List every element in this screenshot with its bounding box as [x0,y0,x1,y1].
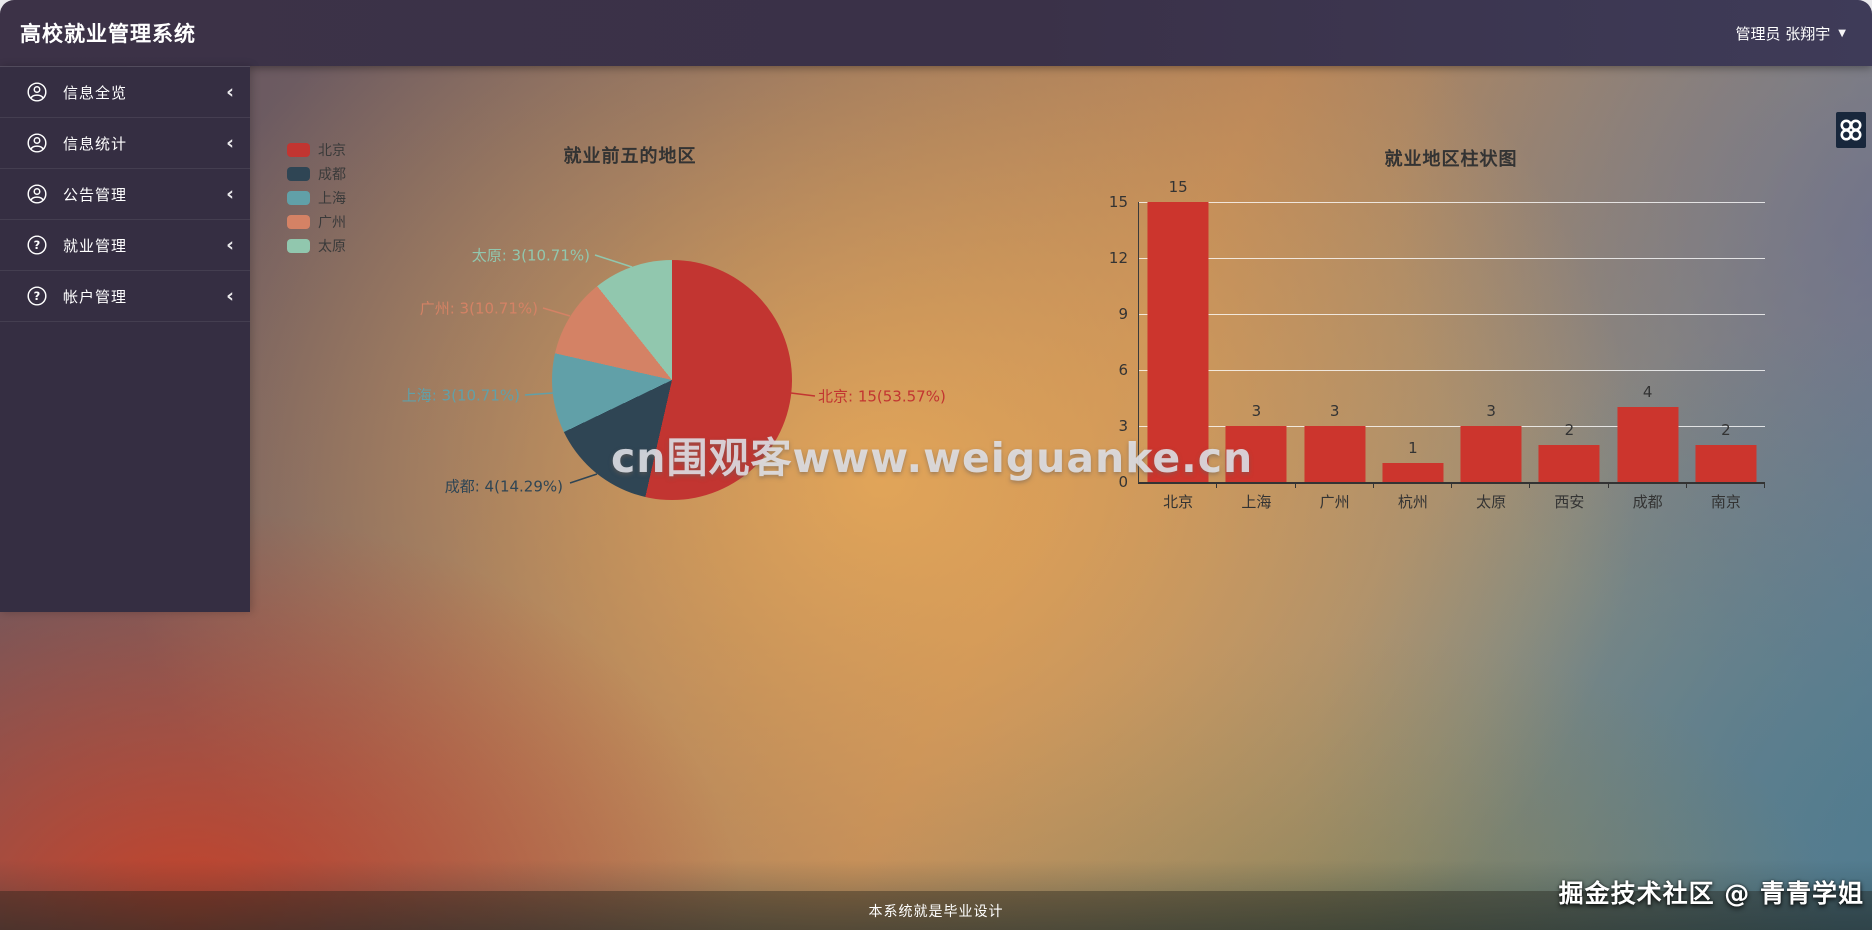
legend-label: 广州 [318,215,346,231]
bar: 4 [1617,383,1679,482]
sidebar-item-announcements[interactable]: 公告管理 ‹ [0,169,250,220]
bar-value-label: 3 [1251,402,1262,420]
pie-legend: 北京 成都 上海 广州 太原 [287,138,346,258]
y-axis-tick: 6 [1118,361,1128,379]
bar-value-label: 1 [1408,439,1418,458]
bar-chart-title: 就业地区柱状图 [1384,149,1518,170]
footer-bar: 本系统就是毕业设计 [0,891,1872,930]
svg-text:?: ? [34,238,41,252]
pie-label-beijing: 北京: 15(53.57%) [818,387,946,406]
legend-label: 太原 [318,239,346,255]
x-axis-category: 广州 [1319,493,1350,511]
bar-value-label: 3 [1486,402,1496,420]
x-axis-category: 南京 [1710,493,1741,511]
sidebar-item-label: 帐户管理 [63,287,128,306]
sidebar-item-label: 公告管理 [63,185,128,204]
x-axis-category: 西安 [1554,493,1585,511]
pie-label-shanghai: 上海: 3(10.71%) [401,386,520,405]
legend-swatch [287,215,310,229]
legend-label: 成都 [318,167,346,183]
chevron-left-icon: ‹ [226,131,234,154]
center-watermark: cn围观客www.weiguanke.cn [611,434,1254,482]
sidebar-item-label: 信息统计 [63,134,128,153]
bar-column-xian: 2 西安 [1530,202,1609,511]
sidebar-item-info-statistics[interactable]: 信息统计 ‹ [0,118,250,169]
bar-column-guangzhou: 3 广州 [1296,202,1375,511]
bar-column-shanghai: 3 上海 [1217,202,1296,511]
x-axis-category: 太原 [1476,493,1507,511]
bar: 3 [1304,402,1366,482]
bar: 2 [1695,421,1757,482]
x-axis-category: 上海 [1241,493,1272,511]
legend-item-chengdu[interactable]: 成都 [287,162,346,186]
sidebar-item-label: 信息全览 [63,83,128,102]
pie-connector-lines [524,254,816,484]
corner-watermark: 掘金技术社区 @ 青青学姐 [1558,879,1864,908]
bar-column-nanjing: 2 南京 [1687,202,1766,511]
legend-swatch [287,191,310,205]
y-axis-tick: 9 [1118,305,1128,323]
legend-item-guangzhou[interactable]: 广州 [287,210,346,234]
y-axis-tick: 15 [1108,193,1128,211]
bar-column-hangzhou: 1 杭州 [1374,202,1453,511]
bar-column-beijing: 15 北京 [1139,178,1218,511]
y-axis-tick: 0 [1118,473,1128,491]
bar-value-label: 3 [1329,402,1340,420]
legend-item-beijing[interactable]: 北京 [287,138,346,162]
bar-value-label: 2 [1721,420,1731,439]
user-name-label: 管理员 张翔宇 [1735,24,1831,43]
bar: 2 [1538,421,1600,482]
sidebar-item-label: 就业管理 [63,236,128,255]
sidebar-nav: 信息全览 ‹ 信息统计 ‹ 公告管理 ‹ ? [0,66,250,612]
chevron-left-icon: ‹ [226,80,234,103]
chevron-left-icon: ‹ [226,182,234,205]
question-circle-icon: ? [27,235,47,255]
pie-label-guangzhou: 广州: 3(10.71%) [419,299,538,318]
pie-label-chengdu: 成都: 4(14.29%) [444,477,563,496]
top-header-bar: 高校就业管理系统 管理员 张翔宇 ▼ [0,0,1872,66]
x-axis-category: 北京 [1163,493,1194,511]
bar-value-label: 15 [1168,178,1188,196]
bar-column-chengdu: 4 成都 [1609,202,1688,511]
bar: 15 [1147,178,1209,482]
legend-item-shanghai[interactable]: 上海 [287,186,346,210]
sidebar-item-accounts[interactable]: ? 帐户管理 ‹ [0,271,250,322]
legend-swatch [287,239,310,253]
bar-value-label: 2 [1564,420,1575,439]
bar-column-taiyuan: 3 太原 [1452,202,1531,511]
pie-chart-title: 就业前五的地区 [563,146,697,167]
user-circle-icon [27,82,47,102]
pie-chart [552,260,792,500]
legend-label: 北京 [318,143,346,159]
question-circle-icon: ? [27,286,47,306]
user-circle-icon [27,133,47,153]
bar: 3 [1225,402,1287,482]
clover-tool-button[interactable] [1836,112,1866,148]
chevron-left-icon: ‹ [226,233,234,256]
bar-chart-plot: 15 北京 3 上海 3 广州 1 杭州 3 太原 [1138,178,1766,511]
clover-icon [1840,119,1862,141]
bar: 3 [1460,402,1522,482]
legend-item-taiyuan[interactable]: 太原 [287,234,346,258]
svg-text:?: ? [34,289,41,303]
sidebar-item-employment[interactable]: ? 就业管理 ‹ [0,220,250,271]
y-axis-tick: 12 [1108,249,1128,267]
footer-text: 本系统就是毕业设计 [868,903,1004,920]
x-axis-category: 成都 [1632,493,1663,511]
chevron-down-icon: ▼ [1838,27,1846,39]
user-circle-icon [27,184,47,204]
sidebar-item-info-overview[interactable]: 信息全览 ‹ [0,66,250,118]
bar-value-label: 4 [1642,383,1653,402]
x-axis-category: 杭州 [1397,493,1428,511]
legend-swatch [287,143,310,157]
legend-swatch [287,167,310,181]
chevron-left-icon: ‹ [226,284,234,307]
legend-label: 上海 [318,191,346,207]
app-title: 高校就业管理系统 [20,22,196,46]
pie-label-taiyuan: 太原: 3(10.71%) [471,246,590,265]
bar: 1 [1382,439,1444,482]
y-axis-tick: 3 [1118,417,1128,435]
user-dropdown[interactable]: 管理员 张翔宇 ▼ [1736,0,1846,66]
